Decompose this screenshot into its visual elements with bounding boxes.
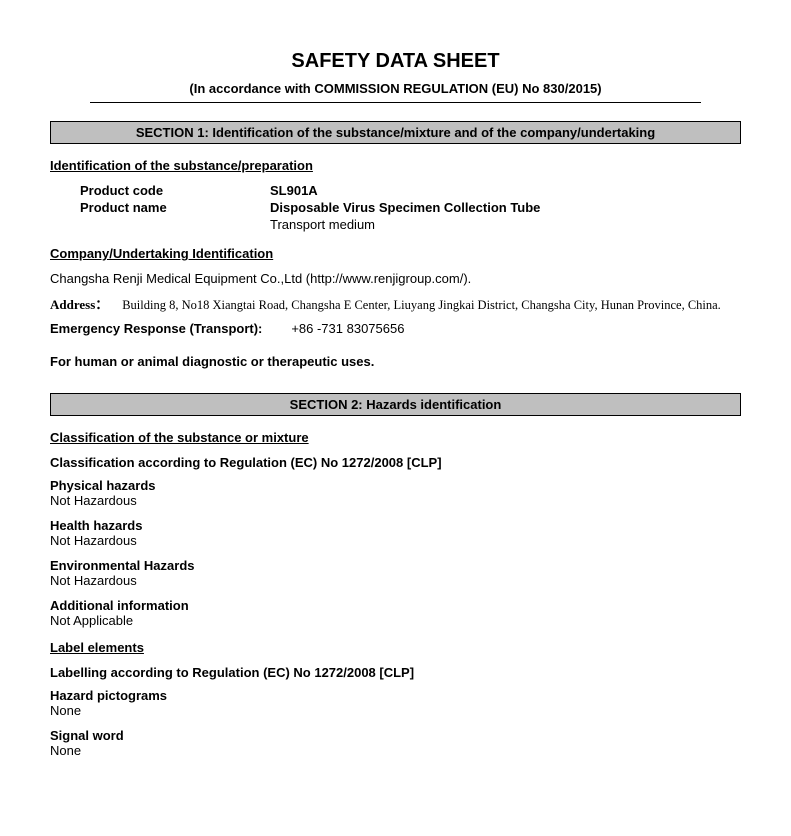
product-code-label: Product code <box>80 183 270 198</box>
signal-word-label: Signal word <box>50 728 741 743</box>
sds-document: SAFETY DATA SHEET (In accordance with CO… <box>0 0 791 788</box>
emergency-value: +86 -731 83075656 <box>291 321 404 336</box>
address-value: Building 8, No18 Xiangtai Road, Changsha… <box>122 298 721 312</box>
section-1-header: SECTION 1: Identification of the substan… <box>50 121 741 144</box>
title-divider <box>90 102 701 103</box>
company-text: Changsha Renji Medical Equipment Co.,Ltd… <box>50 271 741 286</box>
health-hazards-label: Health hazards <box>50 518 741 533</box>
address-label: Address： <box>50 297 108 312</box>
hazard-pictograms-block: Hazard pictograms None <box>50 688 741 718</box>
company-heading: Company/Undertaking Identification <box>50 246 741 261</box>
classification-heading: Classification of the substance or mixtu… <box>50 430 741 445</box>
label-elements-heading: Label elements <box>50 640 741 655</box>
hazard-pictograms-label: Hazard pictograms <box>50 688 741 703</box>
additional-info-block: Additional information Not Applicable <box>50 598 741 628</box>
health-hazards-block: Health hazards Not Hazardous <box>50 518 741 548</box>
product-code-value: SL901A <box>270 183 318 198</box>
product-name-row: Product name Disposable Virus Specimen C… <box>50 200 741 215</box>
document-subtitle: (In accordance with COMMISSION REGULATIO… <box>50 81 741 96</box>
identification-heading: Identification of the substance/preparat… <box>50 158 741 173</box>
physical-hazards-block: Physical hazards Not Hazardous <box>50 478 741 508</box>
additional-info-label: Additional information <box>50 598 741 613</box>
product-code-row: Product code SL901A <box>50 183 741 198</box>
physical-hazards-value: Not Hazardous <box>50 493 741 508</box>
section-2-header: SECTION 2: Hazards identification <box>50 393 741 416</box>
emergency-row: Emergency Response (Transport): +86 -731… <box>50 321 741 336</box>
environmental-hazards-value: Not Hazardous <box>50 573 741 588</box>
signal-word-block: Signal word None <box>50 728 741 758</box>
use-note: For human or animal diagnostic or therap… <box>50 354 741 369</box>
product-name-label: Product name <box>80 200 270 215</box>
product-name-sub: Transport medium <box>270 217 741 232</box>
emergency-label: Emergency Response (Transport): <box>50 321 262 336</box>
physical-hazards-label: Physical hazards <box>50 478 741 493</box>
environmental-hazards-label: Environmental Hazards <box>50 558 741 573</box>
product-name-value: Disposable Virus Specimen Collection Tub… <box>270 200 540 215</box>
health-hazards-value: Not Hazardous <box>50 533 741 548</box>
environmental-hazards-block: Environmental Hazards Not Hazardous <box>50 558 741 588</box>
labelling-regulation: Labelling according to Regulation (EC) N… <box>50 665 741 680</box>
additional-info-value: Not Applicable <box>50 613 741 628</box>
address-row: Address： Building 8, No18 Xiangtai Road,… <box>50 294 741 313</box>
signal-word-value: None <box>50 743 741 758</box>
hazard-pictograms-value: None <box>50 703 741 718</box>
document-title: SAFETY DATA SHEET <box>50 50 741 73</box>
classification-regulation: Classification according to Regulation (… <box>50 455 741 470</box>
